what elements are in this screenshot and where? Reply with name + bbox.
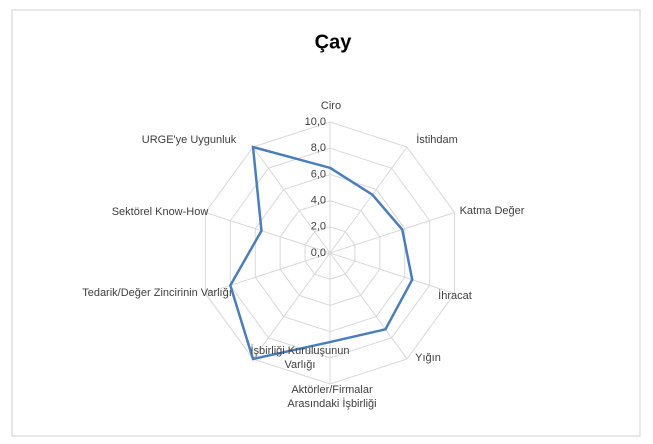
category-label: Aktörler/Firmalar Arasındaki İşbirliği — [287, 384, 377, 410]
category-label: Yığın — [415, 352, 441, 364]
category-label: İşbirliği Kuruluşunun Varlığı — [250, 345, 350, 371]
spoke — [329, 146, 408, 254]
category-label: URGE'ye Uygunluk — [141, 134, 237, 146]
r-tick-label: 8,0 — [311, 142, 326, 154]
spoke — [205, 212, 331, 254]
spoke — [329, 252, 408, 360]
spoke — [205, 252, 331, 294]
spoke — [329, 212, 455, 254]
category-label: Tedarik/Değer Zincirinin Varlığı — [82, 287, 232, 299]
category-label: İstihdam — [416, 134, 458, 146]
spoke — [329, 252, 455, 294]
spoke — [252, 252, 331, 360]
series-line — [228, 145, 414, 361]
r-tick-label: 2,0 — [311, 221, 326, 233]
r-tick-label: 0,0 — [311, 247, 326, 259]
r-tick-label: 4,0 — [311, 195, 326, 207]
spoke — [252, 146, 331, 254]
r-tick-label: 6,0 — [311, 168, 326, 180]
chart-title: Çay — [315, 31, 353, 53]
category-label: İhracat — [438, 290, 472, 302]
category-label: Ciro — [320, 100, 342, 112]
category-label: Katma Değer — [459, 205, 525, 217]
chart-frame — [11, 9, 641, 437]
r-tick-label: 10,0 — [305, 116, 326, 128]
category-label: Sektörel Know-How — [111, 206, 209, 218]
